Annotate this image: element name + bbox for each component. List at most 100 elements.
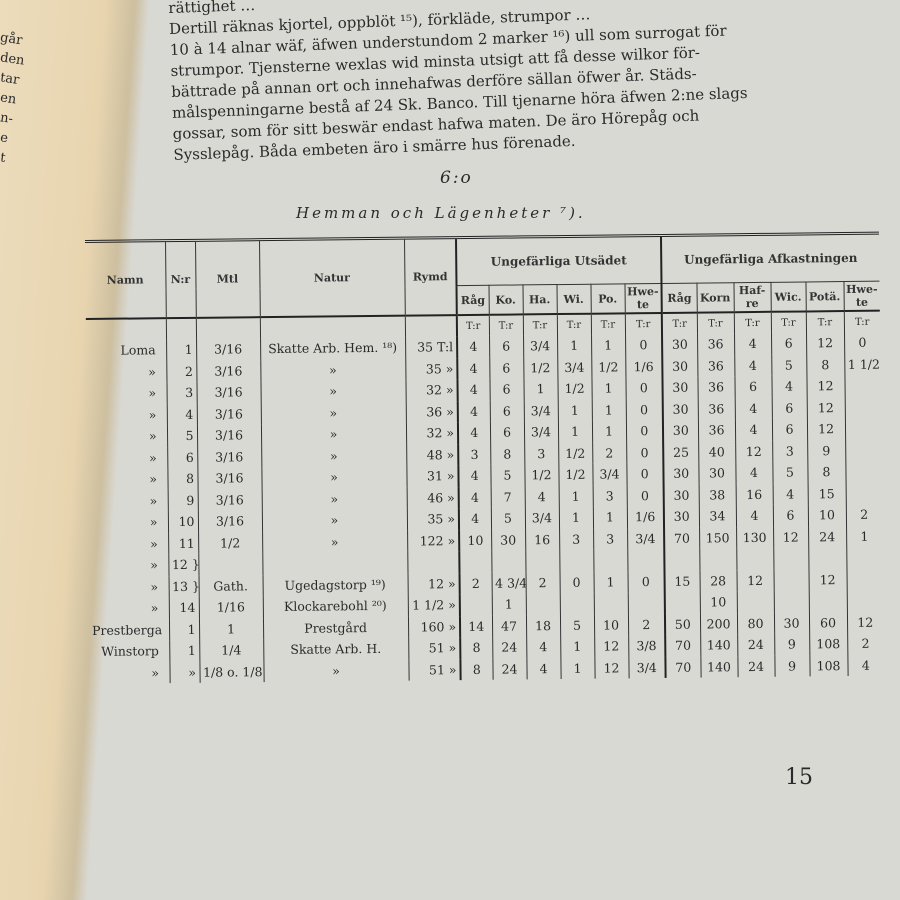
cell-value: 12 <box>806 418 846 440</box>
cell-rymd: 12 » <box>407 572 460 595</box>
cell-natur: » <box>260 358 406 382</box>
cell-value: 3/4 <box>627 527 665 550</box>
cell-rymd: 160 » <box>407 615 461 638</box>
cell-value: 6 <box>771 396 807 419</box>
cell-value: 7 <box>490 485 525 508</box>
cell-value: 12 <box>806 375 845 397</box>
cell-mtl: 3/16 <box>196 381 261 404</box>
cell-value: 3/4 <box>524 507 560 529</box>
cell-name: » <box>150 557 158 573</box>
cell-value <box>736 547 774 570</box>
cell-value: 1 <box>560 657 595 680</box>
cell-value: 4 3/4 <box>491 571 527 594</box>
cell-value: 9 <box>774 633 810 656</box>
cell-value <box>736 590 774 613</box>
cell-value: 3 <box>559 528 594 551</box>
cell-value: 8 <box>807 461 846 483</box>
cell-value: 1 <box>557 420 593 443</box>
cell-value: 30 <box>662 355 698 377</box>
cell-value: 0 <box>625 419 664 442</box>
cell-natur: Skatte Arb. H. <box>263 637 409 661</box>
cell-value: 3/4 <box>523 335 558 357</box>
cell-value <box>559 592 594 615</box>
cell-value <box>627 591 665 614</box>
cell-mtl: 3/16 <box>197 510 263 533</box>
cell-value: 70 <box>665 656 701 678</box>
cell-value: 16 <box>735 483 773 506</box>
cell-value: 30 <box>663 462 699 485</box>
cell-value: 4 <box>457 335 490 358</box>
cell-value: 1 <box>523 378 558 400</box>
cell-value: 28 <box>699 569 737 592</box>
cell-rymd: 46 » <box>406 486 459 509</box>
cell-value: 3 <box>593 527 628 550</box>
cell-value: 25 <box>663 441 699 463</box>
cell-value: 1/2 <box>523 356 558 379</box>
cell-value: 0 <box>625 333 663 356</box>
cell-value: 4 <box>772 482 808 505</box>
cell-value: 6 <box>734 375 772 398</box>
cell-value: 10 <box>459 529 492 552</box>
cell-value: 12 <box>846 611 884 634</box>
page-number: 15 <box>785 765 813 790</box>
cell-value: 3/4 <box>592 463 627 486</box>
cell-nr: 3 <box>166 381 197 404</box>
cell-value <box>459 550 492 573</box>
cell-mtl: 1/8 o. 1/8 <box>199 660 264 683</box>
cell-rymd: 32 » <box>405 379 458 402</box>
cell-value: 4 <box>771 375 807 398</box>
cell-value <box>808 590 847 612</box>
cell-value <box>559 549 594 572</box>
cell-nr: 6 <box>167 446 198 469</box>
cell-value: 1 <box>558 485 593 508</box>
cell-name: » <box>148 385 157 401</box>
cell-value: 3/4 <box>523 399 558 422</box>
unit-cell: T:r <box>696 312 735 334</box>
cell-mtl: Gath. <box>198 574 263 597</box>
cell-value: 40 <box>698 440 736 463</box>
cell-value: 80 <box>736 612 775 635</box>
cell-value: 0 <box>626 462 664 485</box>
cell-value: 6 <box>771 418 808 441</box>
cell-value: 36 <box>697 354 735 377</box>
unit-cell <box>404 315 458 337</box>
cell-value: 3/4 <box>523 421 559 443</box>
cell-value: 0 <box>627 570 665 593</box>
cell-value: 1 <box>591 420 627 443</box>
header-mtl: Mtl <box>195 239 260 318</box>
cell-value: 6 <box>489 335 524 358</box>
cell-value: 30 <box>663 505 700 528</box>
cell-value: 0 <box>844 331 881 354</box>
cell-value: 4 <box>524 485 559 508</box>
cell-value: 1 <box>592 506 628 529</box>
cell-value: 5 <box>490 507 526 530</box>
cell-value: 30 <box>663 484 699 506</box>
cell-value: 8 <box>460 658 493 681</box>
cell-value <box>773 590 809 613</box>
cell-value: 1 1/2 <box>844 353 881 376</box>
cell-natur: » <box>263 659 409 683</box>
cell-value <box>773 547 809 570</box>
cell-name: » <box>148 428 157 444</box>
cell-value <box>627 548 665 571</box>
cell-value: 12 <box>594 635 629 658</box>
cell-value: 50 <box>664 613 701 635</box>
cell-rymd: 48 » <box>406 443 459 466</box>
cell-value: 24 <box>492 657 527 680</box>
cell-nr: » <box>169 661 200 684</box>
cell-value: 12 <box>736 569 774 592</box>
table-title: Hemman och Lägenheter ⁷). <box>296 204 586 222</box>
cell-nr: 11 <box>168 532 199 555</box>
cell-name: » <box>150 579 159 595</box>
cell-value: 30 <box>662 376 698 399</box>
cell-value: 30 <box>773 611 810 634</box>
cell-value: 8 <box>460 636 493 659</box>
cell-value: 38 <box>698 483 736 506</box>
cell-mtl: 3/16 <box>196 424 262 447</box>
cell-value: 4 <box>735 504 774 527</box>
cell-value: 18 <box>525 614 561 637</box>
cell-value: 30 <box>698 462 736 485</box>
cell-value: 6 <box>489 356 524 379</box>
unit-cell <box>259 315 406 339</box>
cell-value: 1 <box>593 570 628 593</box>
